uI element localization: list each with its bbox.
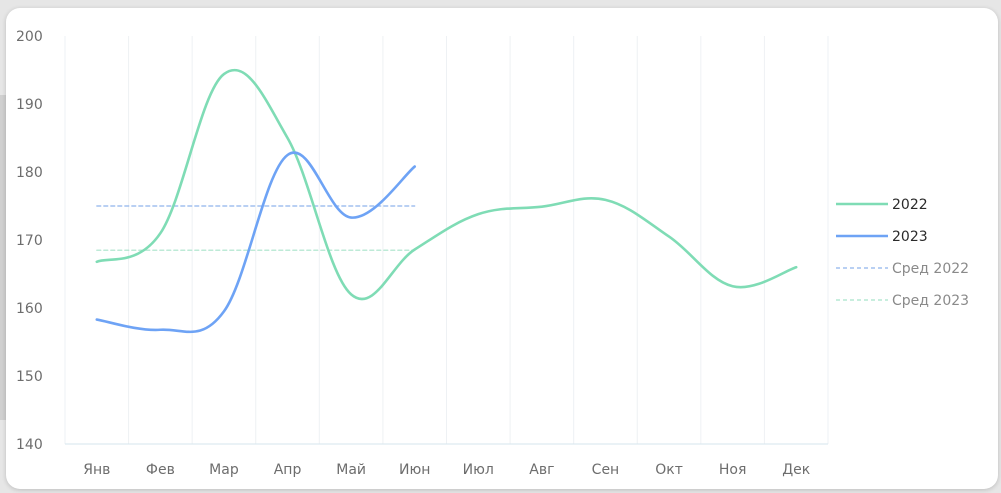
x-tick-label: Май: [336, 462, 366, 478]
chart-card: 200 190 180 170 160 150 140 Янв Фев Мар Апр Май Июн…: [6, 8, 998, 489]
legend-label: 2023: [892, 229, 928, 245]
x-tick-label: Июн: [399, 462, 430, 478]
y-tick-label: 170: [16, 233, 43, 249]
line-chart: 200 190 180 170 160 150 140 Янв Фев Мар Апр Май Июн…: [16, 29, 969, 478]
series-lines: [95, 68, 798, 334]
grid: [64, 36, 829, 445]
legend: 2022 2023 Сред 2022 Сред 2023: [836, 197, 969, 309]
legend-label: Сред 2023: [892, 293, 969, 309]
x-tick-label: Апр: [274, 462, 302, 478]
y-tick-label: 140: [16, 437, 43, 453]
legend-item: 2022: [836, 197, 928, 213]
x-axis: Янв Фев Мар Апр Май Июн Июл Авг Сен Окт Ноя Дек: [83, 462, 810, 478]
x-tick-label: Дек: [782, 462, 810, 478]
series-line-2023: [95, 151, 417, 334]
x-tick-label: Фев: [146, 462, 175, 478]
x-tick-label: Авг: [529, 462, 554, 478]
legend-item: 2023: [836, 229, 928, 245]
x-tick-label: Ноя: [719, 462, 747, 478]
x-tick-label: Мар: [209, 462, 239, 478]
y-tick-label: 200: [16, 29, 43, 45]
y-tick-label: 150: [16, 369, 43, 385]
y-axis: 200 190 180 170 160 150 140: [16, 29, 43, 453]
legend-label: 2022: [892, 197, 928, 213]
legend-item: Сред 2022: [836, 261, 969, 277]
y-tick-label: 180: [16, 165, 43, 181]
legend-label: Сред 2022: [892, 261, 969, 277]
legend-item: Сред 2023: [836, 293, 969, 309]
y-tick-label: 160: [16, 301, 43, 317]
x-tick-label: Янв: [83, 462, 110, 478]
x-tick-label: Июл: [463, 462, 494, 478]
x-tick-label: Окт: [655, 462, 683, 478]
y-tick-label: 190: [16, 97, 43, 113]
series-line-2022: [95, 68, 798, 301]
x-tick-label: Сен: [592, 462, 620, 478]
